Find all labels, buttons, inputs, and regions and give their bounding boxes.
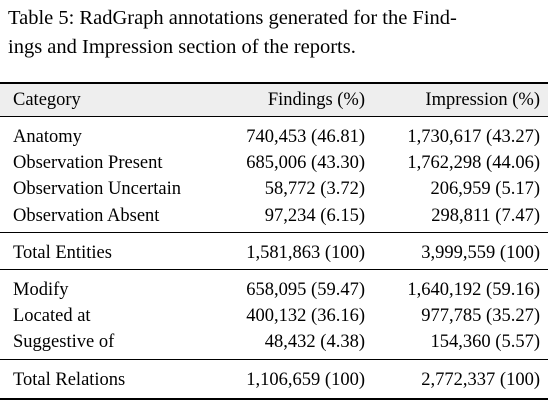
table-caption: Table 5: RadGraph annotations generated … xyxy=(8,4,540,62)
bottom-rule xyxy=(0,398,548,400)
row-category: Total Entities xyxy=(13,243,112,263)
section-rule xyxy=(0,359,548,360)
header-row: Category Findings (%) Impression (%) xyxy=(0,87,548,113)
row-impression: 1,730,617 (43.27) xyxy=(407,127,540,147)
row-findings: 1,581,863 (100) xyxy=(246,243,365,263)
row-category: Total Relations xyxy=(13,370,126,390)
table-row: Observation Uncertain 58,772 (3.72) 206,… xyxy=(0,176,548,202)
table-row: Observation Present 685,006 (43.30) 1,76… xyxy=(0,150,548,176)
caption-line-2: ings and Impression section of the repor… xyxy=(8,36,356,58)
row-findings: 97,234 (6.15) xyxy=(264,206,365,226)
top-rule xyxy=(0,82,548,84)
row-findings: 58,772 (3.72) xyxy=(264,179,365,199)
row-category: Anatomy xyxy=(13,127,82,147)
row-impression: 154,360 (5.57) xyxy=(430,332,540,352)
row-category: Located at xyxy=(13,306,91,326)
row-findings: 48,432 (4.38) xyxy=(264,332,365,352)
header-impression: Impression (%) xyxy=(425,90,540,110)
row-category: Observation Present xyxy=(13,153,163,173)
row-impression: 1,640,192 (59.16) xyxy=(407,280,540,300)
total-entities-row: Total Entities 1,581,863 (100) 3,999,559… xyxy=(0,240,548,266)
section-rule xyxy=(0,269,548,270)
caption-line-1: Table 5: RadGraph annotations generated … xyxy=(8,7,457,29)
row-findings: 685,006 (43.30) xyxy=(246,153,365,173)
row-findings: 400,132 (36.16) xyxy=(246,306,365,326)
row-category: Observation Uncertain xyxy=(13,179,181,199)
table-row: Located at 400,132 (36.16) 977,785 (35.2… xyxy=(0,303,548,329)
row-category: Suggestive of xyxy=(13,332,115,352)
row-findings: 740,453 (46.81) xyxy=(246,127,365,147)
table-row: Modify 658,095 (59.47) 1,640,192 (59.16) xyxy=(0,277,548,303)
header-findings: Findings (%) xyxy=(267,90,365,110)
header-category: Category xyxy=(13,90,81,110)
table-row: Suggestive of 48,432 (4.38) 154,360 (5.5… xyxy=(0,329,548,355)
row-category: Modify xyxy=(13,280,69,300)
total-relations-row: Total Relations 1,106,659 (100) 2,772,33… xyxy=(0,367,548,393)
row-category: Observation Absent xyxy=(13,206,160,226)
row-impression: 3,999,559 (100) xyxy=(421,243,540,263)
row-impression: 298,811 (7.47) xyxy=(431,206,540,226)
header-band xyxy=(0,84,548,116)
row-impression: 1,762,298 (44.06) xyxy=(407,153,540,173)
row-impression: 977,785 (35.27) xyxy=(421,306,540,326)
table-row: Anatomy 740,453 (46.81) 1,730,617 (43.27… xyxy=(0,124,548,150)
row-impression: 206,959 (5.17) xyxy=(430,179,540,199)
section-rule xyxy=(0,232,548,233)
row-findings: 658,095 (59.47) xyxy=(246,280,365,300)
header-rule xyxy=(0,116,548,117)
row-findings: 1,106,659 (100) xyxy=(246,370,365,390)
row-impression: 2,772,337 (100) xyxy=(421,370,540,390)
table-row: Observation Absent 97,234 (6.15) 298,811… xyxy=(0,203,548,229)
